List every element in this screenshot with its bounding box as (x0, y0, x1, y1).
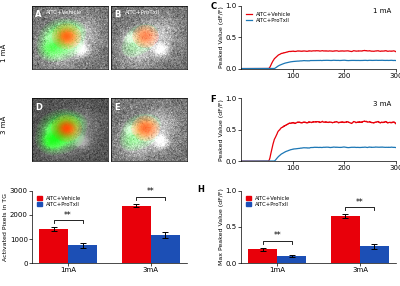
Text: E: E (114, 103, 120, 112)
Bar (331, 216, 360, 263)
Text: A: A (35, 10, 42, 19)
Text: **: ** (356, 198, 364, 207)
Text: 1 mA: 1 mA (373, 8, 391, 14)
Text: D: D (35, 103, 42, 112)
Bar (360, 247, 389, 263)
Text: F: F (210, 94, 216, 104)
Legend: AITC+Vehicle, AITC+ProTxII: AITC+Vehicle, AITC+ProTxII (244, 193, 293, 209)
Bar (151, 235, 180, 263)
Bar (122, 206, 151, 263)
Text: 1 mA: 1 mA (1, 44, 7, 62)
Legend: AITC+Vehicle, AITC+ProTxII: AITC+Vehicle, AITC+ProTxII (244, 10, 294, 25)
Text: 3 mA: 3 mA (373, 101, 391, 107)
Text: **: ** (64, 211, 72, 220)
Y-axis label: Peaked Value (dF/F): Peaked Value (dF/F) (219, 99, 224, 161)
Y-axis label: Activated Pixels in TG: Activated Pixels in TG (4, 193, 8, 261)
Text: **: ** (147, 187, 155, 196)
Bar (248, 249, 277, 263)
Legend: AITC+Vehicle, AITC+ProTxII: AITC+Vehicle, AITC+ProTxII (35, 193, 84, 209)
Bar (39, 229, 68, 263)
Text: AITC+ProTxII: AITC+ProTxII (125, 10, 160, 15)
Text: **: ** (273, 231, 281, 241)
Y-axis label: Peaked Value (dF/F): Peaked Value (dF/F) (219, 6, 224, 68)
Text: AITC+Vehicle: AITC+Vehicle (46, 10, 82, 15)
Text: C: C (210, 2, 216, 11)
Text: B: B (114, 10, 120, 19)
Bar (68, 245, 97, 263)
Bar (277, 256, 306, 263)
Y-axis label: Max Peaked Value (dF/F): Max Peaked Value (dF/F) (219, 188, 224, 265)
Text: H: H (198, 185, 205, 194)
Text: 3 mA: 3 mA (1, 115, 7, 134)
